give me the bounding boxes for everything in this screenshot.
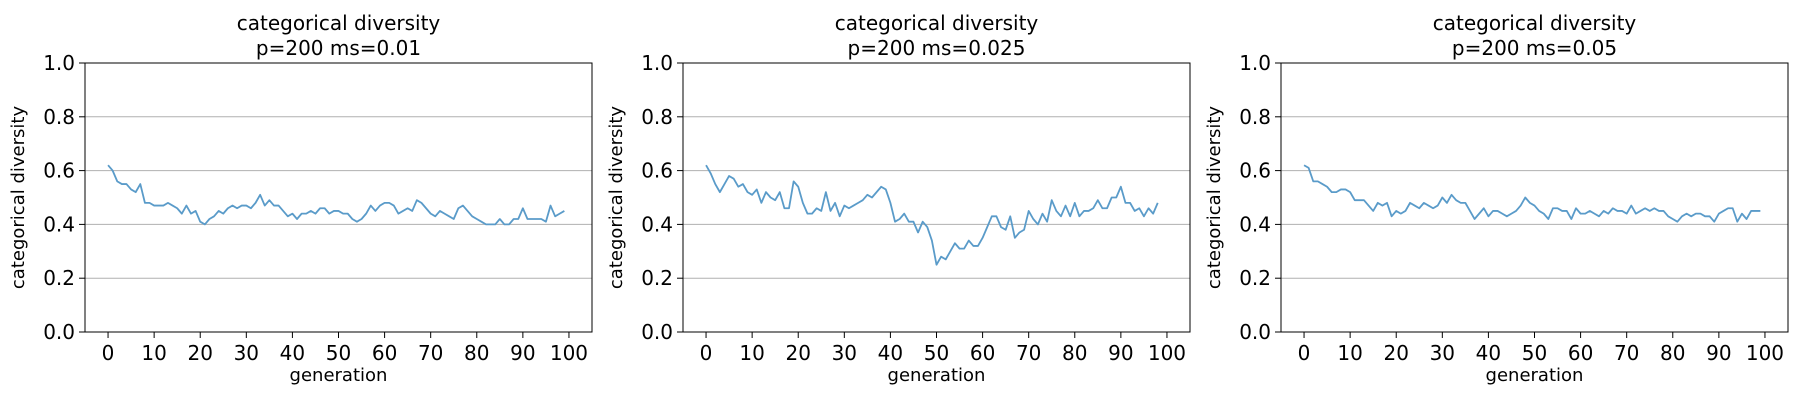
chart-panels: 0.00.20.40.60.81.00 10 20 30 40 50 60 70 80 90 100… bbox=[8, 11, 1789, 386]
y-tick-label: 1.0 bbox=[43, 51, 75, 75]
y-tick-label: 1.0 bbox=[641, 51, 673, 75]
x-tick-label: 70 bbox=[1016, 341, 1041, 365]
x-tick-label: 60 bbox=[372, 341, 397, 365]
y-tick-label: 0.0 bbox=[43, 320, 75, 344]
y-tick-label: 0.6 bbox=[641, 159, 673, 183]
chart-title: categorical diversity bbox=[237, 11, 441, 35]
series-line bbox=[1303, 164, 1761, 223]
y-tick-label: 0.8 bbox=[43, 105, 75, 129]
y-tick-label: 0.4 bbox=[1239, 212, 1271, 236]
x-tick-label: 50 bbox=[924, 341, 949, 365]
y-tick-label: 1.0 bbox=[1239, 51, 1271, 75]
y-tick-label: 0.6 bbox=[1239, 159, 1271, 183]
x-tick-label: 40 bbox=[280, 341, 305, 365]
x-axis-label: generation bbox=[888, 365, 986, 386]
series-line bbox=[107, 164, 565, 226]
x-tick-label: 10 bbox=[739, 341, 764, 365]
x-tick-label: 50 bbox=[326, 341, 351, 365]
x-tick-label: 70 bbox=[1614, 341, 1639, 365]
x-tick-label: 80 bbox=[1062, 341, 1087, 365]
x-tick-label: 60 bbox=[970, 341, 995, 365]
y-axis-label: categorical diversity bbox=[606, 106, 627, 290]
x-tick-label: 20 bbox=[786, 341, 811, 365]
x-axis-label: generation bbox=[290, 365, 388, 386]
y-tick-label: 0.4 bbox=[43, 212, 75, 236]
x-tick-label: 0 bbox=[102, 341, 115, 365]
x-tick-label: 10 bbox=[1337, 341, 1362, 365]
x-tick-label: 0 bbox=[700, 341, 713, 365]
y-tick-label: 0.2 bbox=[43, 266, 75, 290]
series-line bbox=[705, 164, 1159, 266]
y-tick-label: 0.0 bbox=[641, 320, 673, 344]
x-tick-label: 20 bbox=[1384, 341, 1409, 365]
x-tick-label: 80 bbox=[464, 341, 489, 365]
chart-panel-1: 0.0 0.2 0.4 0.6 0.8 1.0 0 10 20 30 40 50 60 70 80 90 100… bbox=[8, 11, 593, 386]
axes-frame bbox=[1280, 62, 1789, 333]
x-tick-label: 40 bbox=[878, 341, 903, 365]
x-tick-label: 10 bbox=[141, 341, 166, 365]
x-tick-label: 60 bbox=[1568, 341, 1593, 365]
x-tick-label: 20 bbox=[188, 341, 213, 365]
chart-title: categorical diversity bbox=[835, 11, 1039, 35]
x-tick-label: 30 bbox=[832, 341, 857, 365]
y-tick-label: 0.2 bbox=[1239, 266, 1271, 290]
y-tick-label: 0.0 bbox=[1239, 320, 1271, 344]
y-tick-label: 0.6 bbox=[43, 159, 75, 183]
x-tick-label: 100 bbox=[1148, 341, 1186, 365]
axes-frame bbox=[682, 62, 1191, 333]
x-tick-label: 70 bbox=[418, 341, 443, 365]
x-tick-label: 40 bbox=[1476, 341, 1501, 365]
chart-subtitle: p=200 ms=0.05 bbox=[1452, 36, 1617, 60]
x-tick-label: 90 bbox=[510, 341, 535, 365]
x-tick-label: 80 bbox=[1660, 341, 1685, 365]
y-tick-label: 0.8 bbox=[641, 105, 673, 129]
chart-title: categorical diversity bbox=[1433, 11, 1637, 35]
x-tick-label: 90 bbox=[1108, 341, 1133, 365]
chart-panel-3: 0.0 0.2 0.4 0.6 0.8 1.0 0 10 20 30 40 50 60 70 80 90 100… bbox=[1204, 11, 1789, 386]
chart-panel-2: 0.0 0.2 0.4 0.6 0.8 1.0 0 10 20 30 40 50 60 70 80 90 100… bbox=[606, 11, 1191, 386]
x-tick-label: 100 bbox=[1746, 341, 1784, 365]
x-tick-label: 30 bbox=[1430, 341, 1455, 365]
x-tick-label: 90 bbox=[1706, 341, 1731, 365]
y-axis-label: categorical diversity bbox=[1204, 106, 1225, 290]
y-tick-label: 0.2 bbox=[641, 266, 673, 290]
axes-frame bbox=[84, 62, 593, 333]
x-tick-label: 0 bbox=[1298, 341, 1311, 365]
x-tick-label: 100 bbox=[550, 341, 588, 365]
x-tick-label: 30 bbox=[234, 341, 259, 365]
x-tick-label: 50 bbox=[1522, 341, 1547, 365]
x-axis-label: generation bbox=[1486, 365, 1584, 386]
chart-subtitle: p=200 ms=0.025 bbox=[848, 36, 1026, 60]
y-axis-label: categorical diversity bbox=[8, 106, 29, 290]
y-tick-label: 0.8 bbox=[1239, 105, 1271, 129]
chart-subtitle: p=200 ms=0.01 bbox=[256, 36, 421, 60]
y-tick-label: 0.4 bbox=[641, 212, 673, 236]
